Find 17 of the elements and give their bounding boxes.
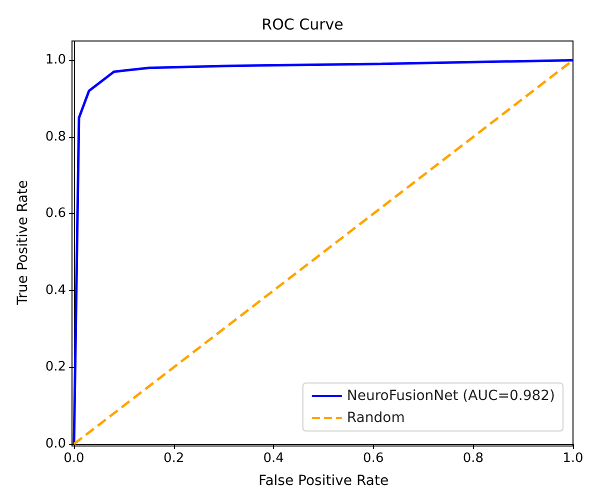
x-tick-label: 0.0 <box>64 451 84 466</box>
legend-label: Random <box>346 410 405 426</box>
x-axis-title: False Positive Rate <box>258 473 389 489</box>
y-axis-title: True Positive Rate <box>15 180 31 306</box>
y-tick-label: 0.6 <box>45 206 66 222</box>
x-tick-label: 0.2 <box>163 451 184 466</box>
y-tick-label: 0.2 <box>45 360 66 375</box>
x-tick-label: 1.0 <box>562 451 584 466</box>
legend-label: NeuroFusionNet (AUC=0.982) <box>346 388 556 404</box>
y-tick-label: 1.0 <box>45 52 66 68</box>
y-tick-label: 0.0 <box>45 436 66 452</box>
x-tick-label: 0.8 <box>462 451 484 466</box>
x-tick-label: 0.6 <box>363 451 384 466</box>
chart-title: ROC Curve <box>262 16 344 34</box>
y-tick-label: 0.8 <box>45 129 66 144</box>
x-tick-label: 0.4 <box>263 451 284 466</box>
y-tick-label: 0.4 <box>45 282 66 298</box>
